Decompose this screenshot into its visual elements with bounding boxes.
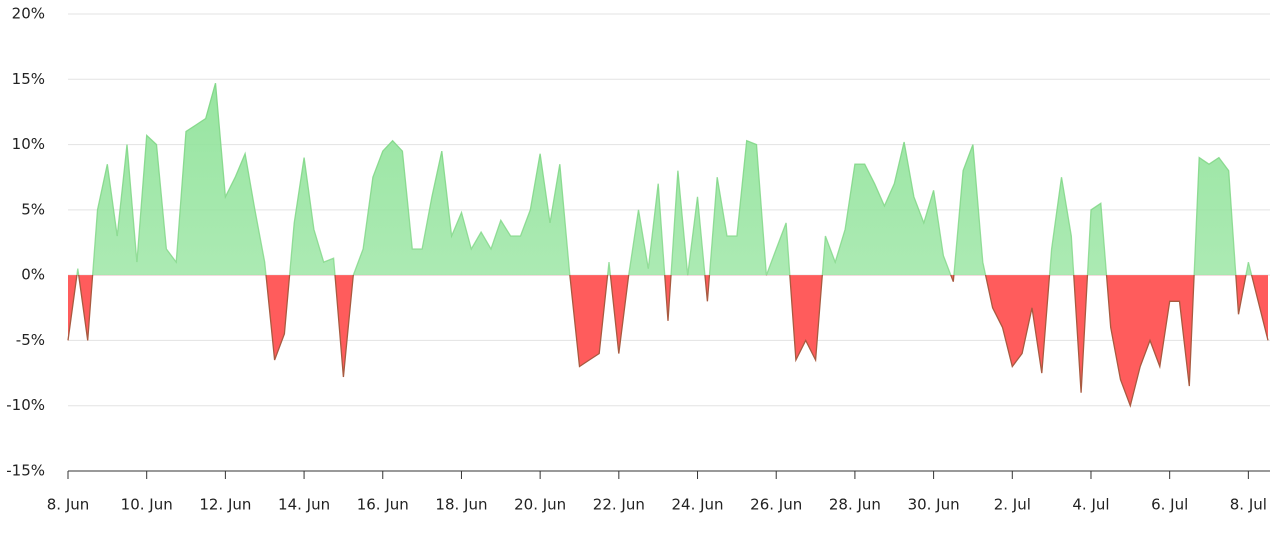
- y-tick-label: -10%: [6, 396, 45, 414]
- y-tick-label: -15%: [6, 462, 45, 480]
- y-tick-label: 20%: [12, 5, 45, 23]
- x-tick-label: 16. Jun: [357, 496, 409, 514]
- x-tick-label: 2. Jul: [994, 496, 1031, 514]
- area: [68, 83, 1268, 406]
- y-tick-label: 5%: [21, 200, 45, 218]
- x-tick-label: 4. Jul: [1072, 496, 1109, 514]
- x-tick-label: 20. Jun: [514, 496, 566, 514]
- x-tick-label: 26. Jun: [750, 496, 802, 514]
- x-tick-label: 22. Jun: [593, 496, 645, 514]
- x-tick-label: 8. Jul: [1230, 496, 1267, 514]
- x-tick-label: 12. Jun: [199, 496, 251, 514]
- y-tick-label: -5%: [16, 331, 45, 349]
- y-tick-label: 10%: [12, 135, 45, 153]
- x-tick-label: 14. Jun: [278, 496, 330, 514]
- y-tick-label: 15%: [12, 70, 45, 88]
- x-tick-label: 28. Jun: [829, 496, 881, 514]
- x-tick-label: 8. Jun: [47, 496, 90, 514]
- x-tick-label: 10. Jun: [121, 496, 173, 514]
- x-tick-label: 18. Jun: [435, 496, 487, 514]
- x-tick-label: 24. Jun: [671, 496, 723, 514]
- y-tick-label: 0%: [21, 266, 45, 284]
- x-tick-label: 6. Jul: [1151, 496, 1188, 514]
- x-tick-label: 30. Jun: [908, 496, 960, 514]
- area-line: [67, 83, 1269, 408]
